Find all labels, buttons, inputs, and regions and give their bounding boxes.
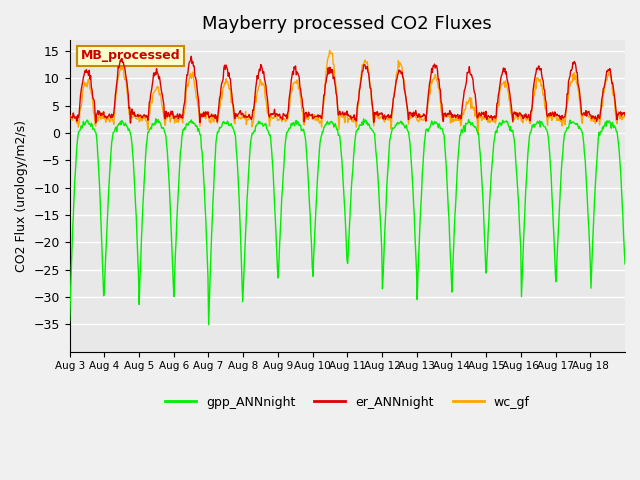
Title: Mayberry processed CO2 Fluxes: Mayberry processed CO2 Fluxes xyxy=(202,15,492,33)
Legend: gpp_ANNnight, er_ANNnight, wc_gf: gpp_ANNnight, er_ANNnight, wc_gf xyxy=(160,391,535,414)
Text: MB_processed: MB_processed xyxy=(81,49,180,62)
Y-axis label: CO2 Flux (urology/m2/s): CO2 Flux (urology/m2/s) xyxy=(15,120,28,272)
